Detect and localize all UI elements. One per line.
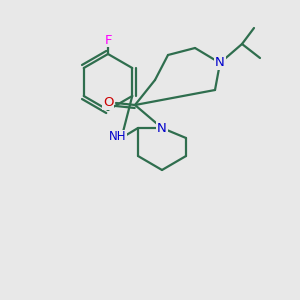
Text: N: N: [215, 56, 225, 70]
Text: F: F: [104, 34, 112, 46]
Text: NH: NH: [109, 130, 127, 143]
Text: O: O: [103, 97, 113, 110]
Text: N: N: [157, 122, 167, 134]
